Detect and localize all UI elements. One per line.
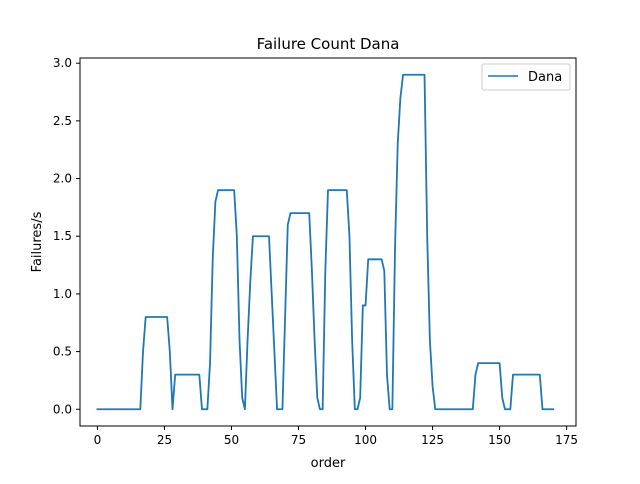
legend-box bbox=[481, 63, 571, 91]
x-axis-label: order bbox=[311, 456, 346, 471]
chart-title: Failure Count Dana bbox=[257, 35, 400, 53]
x-tick-label: 75 bbox=[291, 433, 306, 447]
x-tick-label: 100 bbox=[354, 433, 377, 447]
y-tick-label: 0.0 bbox=[53, 402, 72, 416]
plot-frame bbox=[79, 57, 577, 427]
x-tick-label: 0 bbox=[94, 433, 102, 447]
x-axis: 0 25 50 75 100 125 150 175 bbox=[94, 426, 578, 447]
y-axis: 0.0 0.5 1.0 1.5 2.0 2.5 3.0 bbox=[53, 56, 80, 416]
y-tick-label: 0.5 bbox=[53, 345, 72, 359]
y-tick-label: 2.0 bbox=[53, 172, 72, 186]
x-tick-label: 175 bbox=[555, 433, 578, 447]
x-tick-label: 150 bbox=[488, 433, 511, 447]
y-tick-label: 1.5 bbox=[53, 229, 72, 243]
y-axis-label: Failures/s bbox=[30, 211, 45, 272]
series-layer bbox=[96, 73, 555, 411]
legend: Dana bbox=[481, 63, 571, 91]
y-tick-label: 3.0 bbox=[53, 56, 72, 70]
legend-label-dana: Dana bbox=[528, 70, 562, 85]
y-tick-label: 2.5 bbox=[53, 114, 72, 128]
y-tick-label: 1.0 bbox=[53, 287, 72, 301]
x-tick-label: 25 bbox=[157, 433, 172, 447]
series-line-dana bbox=[96, 73, 555, 411]
x-tick-label: 125 bbox=[421, 433, 444, 447]
x-tick-label: 50 bbox=[224, 433, 239, 447]
